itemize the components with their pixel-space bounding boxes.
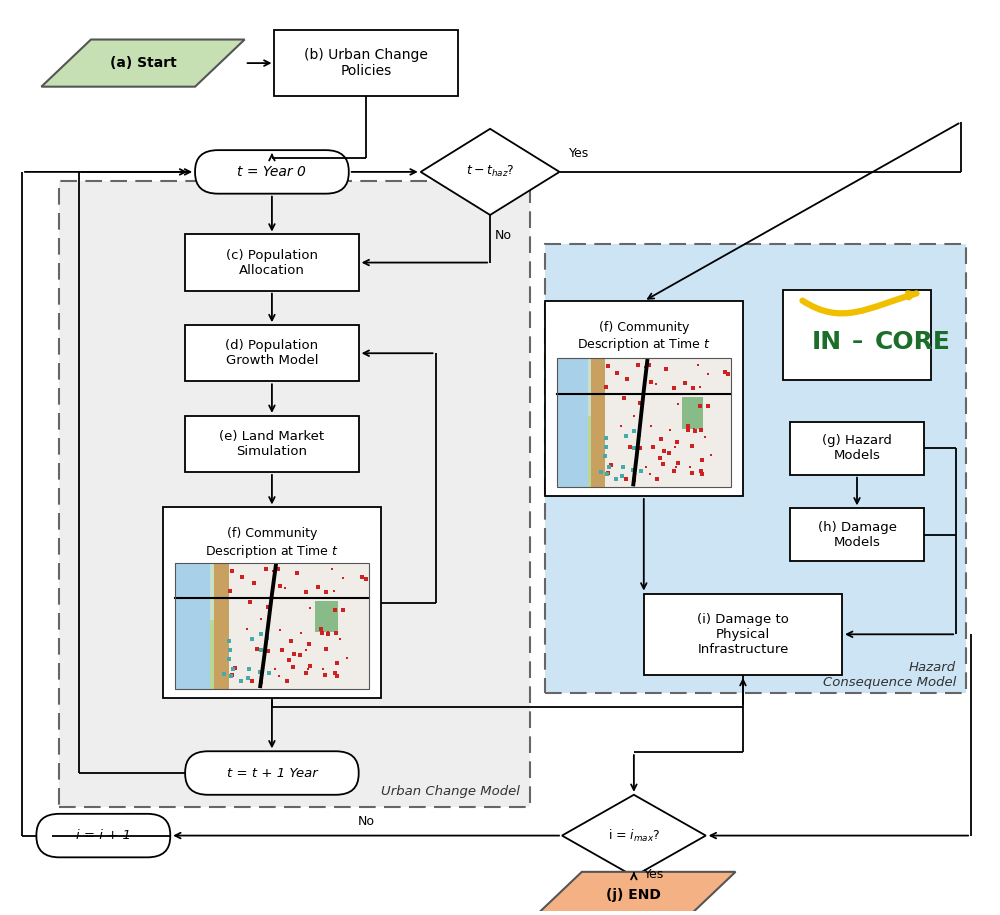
Polygon shape: [421, 129, 560, 215]
Bar: [545, 244, 966, 694]
FancyBboxPatch shape: [195, 150, 349, 194]
Text: No: No: [358, 815, 375, 828]
Bar: [644, 594, 842, 675]
Text: –: –: [851, 332, 863, 352]
Text: (h) Damage
Models: (h) Damage Models: [818, 521, 896, 549]
Text: (f) Community
Description at Time $t$: (f) Community Description at Time $t$: [205, 527, 339, 560]
Bar: [545, 301, 743, 496]
Bar: [59, 181, 530, 806]
Text: Urban Change Model: Urban Change Model: [381, 784, 520, 798]
Bar: [605, 359, 731, 487]
Text: i = i + 1: i = i + 1: [76, 829, 131, 842]
Polygon shape: [562, 795, 706, 877]
Text: (i) Damage to
Physical
Infrastructure: (i) Damage to Physical Infrastructure: [697, 613, 789, 656]
Bar: [790, 508, 924, 561]
Text: t = t + 1 Year: t = t + 1 Year: [227, 767, 317, 780]
Bar: [175, 563, 369, 689]
Bar: [185, 234, 359, 291]
Bar: [557, 359, 731, 487]
Bar: [229, 563, 369, 689]
Polygon shape: [532, 872, 736, 915]
Text: Yes: Yes: [569, 147, 590, 160]
Text: i = $i_{max}$?: i = $i_{max}$?: [608, 827, 660, 844]
Bar: [557, 359, 731, 487]
Text: $t - t_{haz}$?: $t - t_{haz}$?: [466, 165, 514, 179]
Bar: [557, 359, 588, 487]
Text: (a) Start: (a) Start: [110, 56, 176, 70]
Text: (j) END: (j) END: [606, 888, 661, 902]
FancyBboxPatch shape: [185, 751, 359, 795]
Bar: [210, 619, 219, 689]
Bar: [591, 359, 605, 487]
Text: Hazard
Consequence Model: Hazard Consequence Model: [823, 661, 956, 689]
Text: (d) Population
Growth Model: (d) Population Growth Model: [225, 339, 318, 367]
Text: t = Year 0: t = Year 0: [237, 165, 306, 179]
Text: (c) Population
Allocation: (c) Population Allocation: [226, 249, 318, 276]
Bar: [185, 325, 359, 382]
Text: (f) Community
Description at Time $t$: (f) Community Description at Time $t$: [577, 321, 711, 353]
Text: (g) Hazard
Models: (g) Hazard Models: [822, 435, 892, 462]
Text: Yes: Yes: [644, 867, 664, 880]
Bar: [315, 601, 338, 632]
Text: No: No: [495, 229, 512, 242]
Bar: [682, 397, 703, 429]
Bar: [274, 30, 458, 96]
Bar: [588, 416, 597, 487]
Text: CORE: CORE: [875, 330, 951, 354]
Bar: [185, 415, 359, 472]
FancyBboxPatch shape: [36, 813, 170, 857]
Polygon shape: [41, 39, 245, 87]
Bar: [214, 563, 229, 689]
Bar: [175, 563, 210, 689]
Bar: [783, 290, 931, 381]
Bar: [175, 563, 369, 689]
Text: (b) Urban Change
Policies: (b) Urban Change Policies: [304, 48, 428, 78]
Bar: [790, 422, 924, 475]
Text: (e) Land Market
Simulation: (e) Land Market Simulation: [219, 430, 324, 458]
Text: IN: IN: [812, 330, 842, 354]
Bar: [163, 507, 381, 698]
